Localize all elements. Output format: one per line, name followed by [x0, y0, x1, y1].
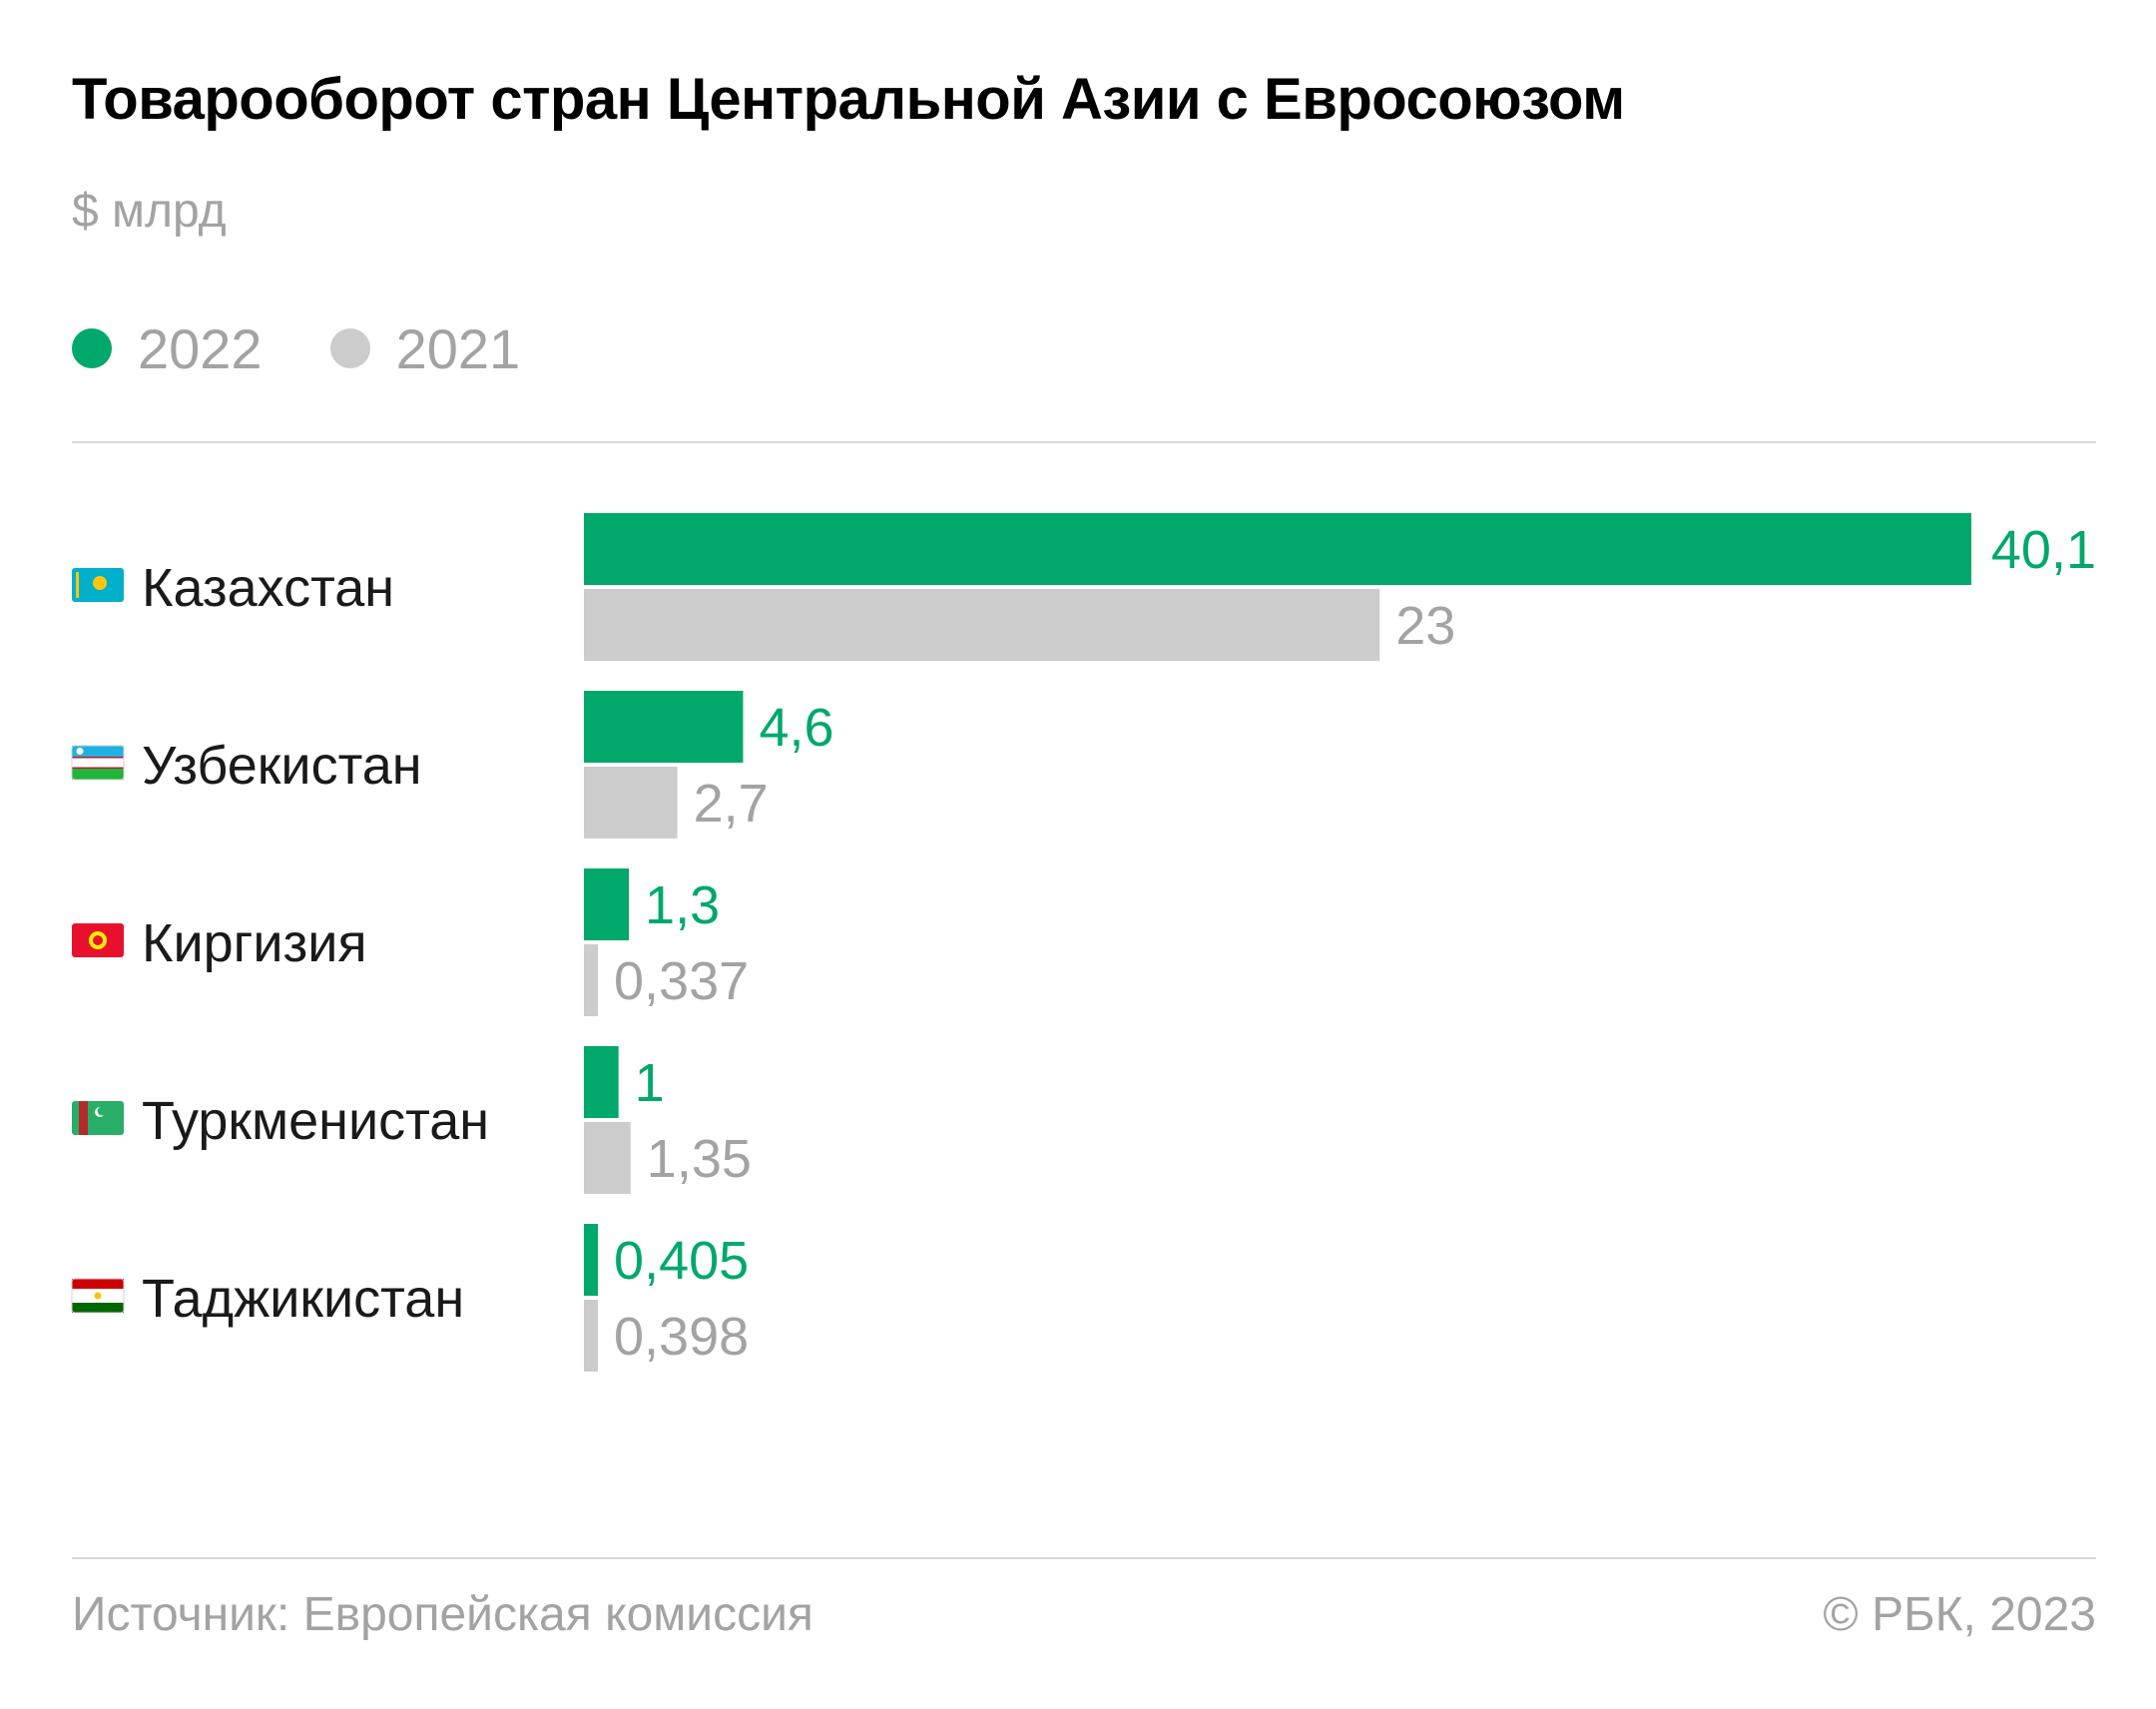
bottom-divider	[72, 1557, 2096, 1559]
value-label-2021-1: 2,7	[694, 774, 769, 834]
kazakhstan-flag-icon	[72, 568, 124, 602]
tajikistan-flag-icon	[71, 1278, 125, 1314]
value-label-2021-0: 23	[1395, 596, 1455, 656]
bar-2022-4	[584, 1224, 599, 1296]
country-label-3: Туркменистан	[142, 1091, 489, 1151]
legend-item-2022: 2022	[72, 316, 263, 381]
bar-chart: Казахстан 40,1 23 Узбекистан 4,6 2,7 Киргизия 1…	[71, 513, 2096, 1372]
value-label-2022-0: 40,1	[1991, 520, 2096, 580]
bar-2022-2	[584, 868, 630, 940]
kyrgyzstan-flag-icon	[72, 923, 124, 957]
value-label-2021-3: 1,35	[647, 1129, 752, 1189]
value-label-2022-4: 0,405	[614, 1231, 749, 1291]
value-label-2021-2: 0,337	[614, 951, 749, 1011]
bar-2022-0	[584, 513, 1971, 585]
chart-unit-subtitle: $ млрд	[72, 185, 227, 238]
legend-swatch-2022	[72, 328, 112, 368]
value-label-2022-1: 4,6	[759, 698, 833, 758]
value-label-2022-3: 1	[635, 1053, 665, 1113]
turkmenistan-flag-icon	[72, 1101, 124, 1135]
bar-2021-1	[584, 767, 678, 839]
legend-label-2022: 2022	[138, 316, 263, 380]
bar-2022-3	[584, 1046, 619, 1118]
country-label-2: Киргизия	[142, 913, 367, 973]
bar-2021-4	[584, 1300, 598, 1372]
copyright-note: © РБК, 2023	[1823, 1588, 2096, 1641]
value-label-2022-2: 1,3	[645, 875, 720, 935]
chart-legend: 2022 2021	[72, 313, 588, 383]
country-label-1: Узбекистан	[142, 736, 422, 796]
country-label-4: Таджикистан	[142, 1269, 464, 1329]
value-label-2021-4: 0,398	[614, 1307, 749, 1367]
country-label-0: Казахстан	[142, 558, 394, 618]
bar-2021-3	[584, 1122, 631, 1194]
legend-item-2021: 2021	[329, 316, 521, 381]
uzbekistan-flag-icon	[71, 745, 125, 781]
top-divider	[72, 441, 2096, 443]
legend-swatch-2021	[329, 328, 370, 368]
legend-label-2021: 2021	[395, 316, 521, 380]
bar-2022-1	[584, 691, 744, 763]
bar-2021-2	[584, 944, 598, 1016]
bar-2021-0	[584, 589, 1380, 661]
source-note: Источник: Европейская комиссия	[72, 1588, 813, 1641]
chart-title: Товарооборот стран Центральной Азии с Ев…	[72, 67, 1625, 132]
